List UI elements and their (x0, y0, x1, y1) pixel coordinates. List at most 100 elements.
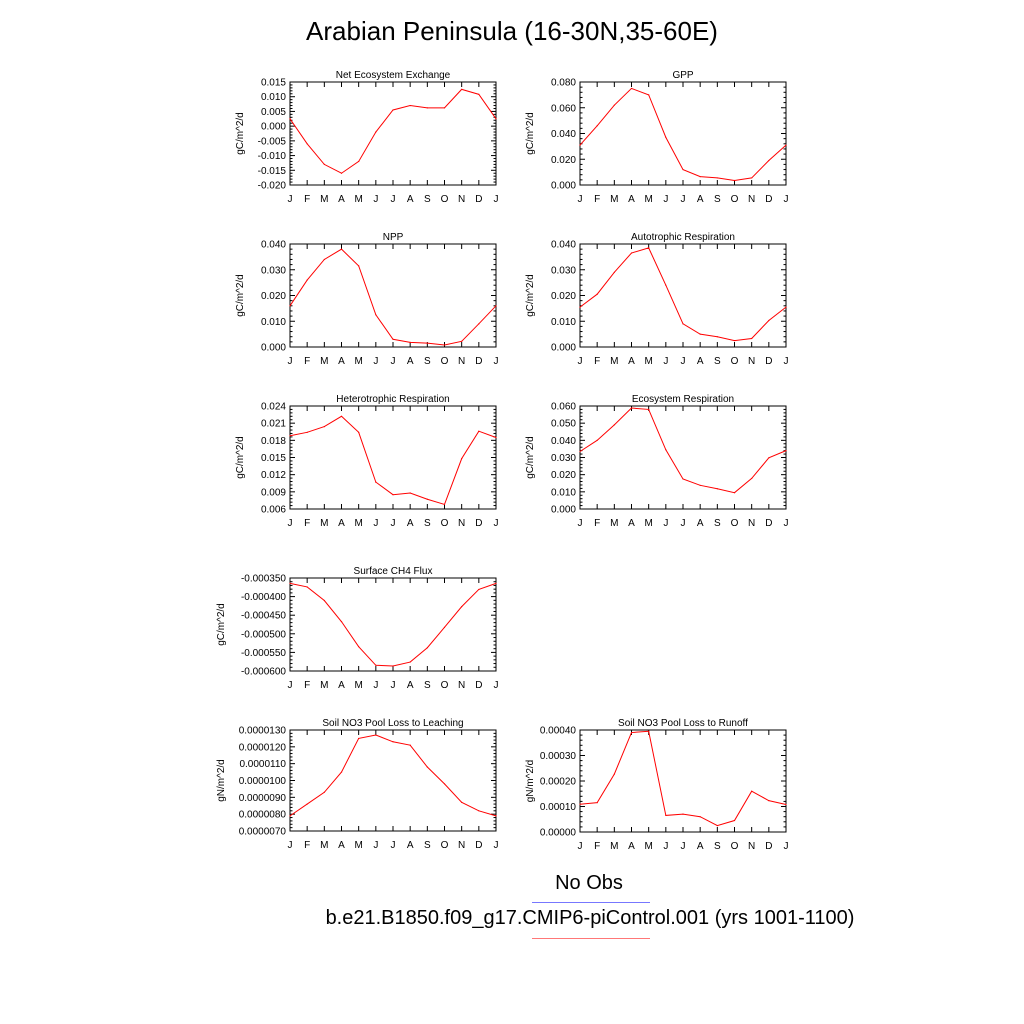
autotrophic-respiration-data-point (699, 333, 701, 335)
heterotrophic-respiration-xtick-label: J (391, 518, 396, 529)
soil-no3-pool-loss-to-runoff-xtick-label: D (765, 841, 772, 852)
soil-no3-pool-loss-to-leaching-ytick-label: 0.0000100 (239, 776, 287, 787)
ecosystem-respiration-xtick-label: A (697, 518, 704, 529)
autotrophic-respiration-ytick-label: 0.030 (551, 265, 576, 276)
autotrophic-respiration-xtick-label: F (594, 356, 600, 367)
legend-model-line (532, 938, 650, 939)
ecosystem-respiration-ytick-label: 0.040 (551, 436, 576, 447)
surface-ch4-flux-xtick-label: J (373, 680, 378, 691)
soil-no3-pool-loss-to-leaching-xtick-label: S (424, 840, 431, 851)
soil-no3-pool-loss-to-leaching-data-point (323, 791, 325, 793)
npp-xtick-label: J (288, 356, 293, 367)
net-ecosystem-exchange-xtick-label: J (288, 194, 293, 205)
ecosystem-respiration-data-point (579, 450, 581, 453)
net-ecosystem-exchange-xtick-label: J (373, 194, 378, 205)
net-ecosystem-exchange-ytick-label: 0.010 (261, 92, 286, 103)
surface-ch4-flux-series-line (289, 582, 497, 667)
ecosystem-respiration-ytick-label: 0.050 (551, 419, 576, 430)
ecosystem-respiration-ytick-label: 0.030 (551, 453, 576, 464)
soil-no3-pool-loss-to-runoff-title: Soil NO3 Pool Loss to Runoff (618, 718, 748, 729)
soil-no3-pool-loss-to-runoff-xtick-label: A (697, 841, 704, 852)
gpp-data-point (682, 168, 684, 171)
ecosystem-respiration-ytick-label: 0.060 (551, 402, 576, 413)
soil-no3-pool-loss-to-runoff-data-point (768, 800, 770, 802)
ecosystem-respiration-xtick-label: N (748, 518, 755, 529)
net-ecosystem-exchange-frame (289, 81, 497, 186)
ecosystem-respiration-data-point (751, 477, 753, 480)
soil-no3-pool-loss-to-runoff-ytick-label: 0.00020 (540, 777, 577, 788)
npp-data-point (340, 248, 343, 250)
soil-no3-pool-loss-to-leaching-xtick-label: F (304, 840, 310, 851)
heterotrophic-respiration-xtick-label: J (288, 518, 293, 529)
soil-no3-pool-loss-to-runoff-xtick-label: O (731, 841, 739, 852)
surface-ch4-flux-xtick-label: M (354, 680, 362, 691)
net-ecosystem-exchange-ylabel: gC/m^2/d (235, 112, 246, 155)
npp-xtick-label: D (475, 356, 482, 367)
gpp-ytick-label: 0.020 (551, 155, 576, 166)
soil-no3-pool-loss-to-leaching-xtick-label: J (391, 840, 396, 851)
npp-data-point (495, 305, 497, 307)
soil-no3-pool-loss-to-leaching-ytick-label: 0.0000120 (239, 742, 287, 753)
soil-no3-pool-loss-to-leaching-panel: Soil NO3 Pool Loss to Leaching gN/m^2/d 0.… (216, 718, 499, 851)
autotrophic-respiration-data-point (785, 306, 787, 308)
soil-no3-pool-loss-to-runoff-data-point (648, 730, 650, 732)
npp-ytick-label: 0.000 (261, 343, 286, 354)
soil-no3-pool-loss-to-leaching-xtick-label: M (320, 840, 328, 851)
net-ecosystem-exchange-data-point (409, 104, 411, 107)
legend-obs-line (532, 902, 650, 903)
npp-xtick-label: J (494, 356, 499, 367)
ecosystem-respiration-data-point (596, 439, 598, 441)
net-ecosystem-exchange-ytick-label: -0.010 (258, 151, 287, 162)
heterotrophic-respiration-data-point (358, 431, 360, 433)
autotrophic-respiration-xtick-label: J (681, 356, 686, 367)
npp-xtick-label: M (354, 356, 362, 367)
net-ecosystem-exchange-data-point (495, 118, 497, 120)
heterotrophic-respiration-ytick-label: 0.021 (261, 419, 286, 430)
ecosystem-respiration-title: Ecosystem Respiration (632, 394, 734, 405)
surface-ch4-flux-ytick-label: -0.000400 (241, 592, 286, 603)
surface-ch4-flux-xtick-label: A (338, 680, 345, 691)
surface-ch4-flux-data-point (375, 664, 377, 666)
soil-no3-pool-loss-to-leaching-data-point (409, 744, 411, 746)
net-ecosystem-exchange-xtick-label: F (304, 194, 310, 205)
gpp-data-point (699, 176, 701, 178)
surface-ch4-flux-frame (289, 577, 497, 672)
soil-no3-pool-loss-to-runoff-ylabel: gN/m^2/d (525, 760, 536, 803)
heterotrophic-respiration-xtick-label: J (494, 518, 499, 529)
autotrophic-respiration-xtick-label: D (765, 356, 772, 367)
gpp-data-point (648, 94, 650, 96)
soil-no3-pool-loss-to-leaching-title: Soil NO3 Pool Loss to Leaching (322, 718, 463, 729)
surface-ch4-flux-data-point (392, 665, 394, 667)
gpp-data-point (665, 136, 667, 138)
npp-data-point (323, 258, 325, 261)
heterotrophic-respiration-data-point (323, 426, 325, 428)
net-ecosystem-exchange-data-point (375, 131, 377, 133)
surface-ch4-flux-xtick-label: D (475, 680, 482, 691)
surface-ch4-flux-ytick-label: -0.000450 (241, 611, 286, 622)
surface-ch4-flux-data-point (358, 646, 360, 648)
soil-no3-pool-loss-to-runoff-data-point (596, 802, 598, 804)
ecosystem-respiration-xtick-label: D (765, 518, 772, 529)
npp-xtick-label: O (441, 356, 449, 367)
surface-ch4-flux-xtick-label: N (458, 680, 465, 691)
surface-ch4-flux-title: Surface CH4 Flux (354, 566, 433, 577)
surface-ch4-flux-ytick-label: -0.000550 (241, 648, 286, 659)
surface-ch4-flux-ytick-label: -0.000350 (241, 574, 286, 585)
surface-ch4-flux-data-point (461, 606, 463, 608)
heterotrophic-respiration-xtick-label: A (338, 518, 345, 529)
heterotrophic-respiration-series-line (289, 415, 497, 506)
soil-no3-pool-loss-to-runoff-xtick-label: J (784, 841, 789, 852)
net-ecosystem-exchange-xtick-label: M (354, 194, 362, 205)
ecosystem-respiration-xtick-label: M (644, 518, 652, 529)
soil-no3-pool-loss-to-leaching-xtick-label: O (441, 840, 449, 851)
net-ecosystem-exchange-data-point (426, 107, 428, 109)
soil-no3-pool-loss-to-leaching-series-line (289, 734, 497, 817)
npp-data-point (375, 314, 377, 316)
heterotrophic-respiration-xtick-label: M (320, 518, 328, 529)
soil-no3-pool-loss-to-leaching-ytick-label: 0.0000070 (239, 827, 287, 838)
autotrophic-respiration-xtick-label: J (784, 356, 789, 367)
gpp-ytick-label: 0.000 (551, 181, 576, 192)
heterotrophic-respiration-data-point (289, 435, 291, 437)
net-ecosystem-exchange-xtick-label: D (475, 194, 482, 205)
ecosystem-respiration-data-point (613, 424, 615, 426)
